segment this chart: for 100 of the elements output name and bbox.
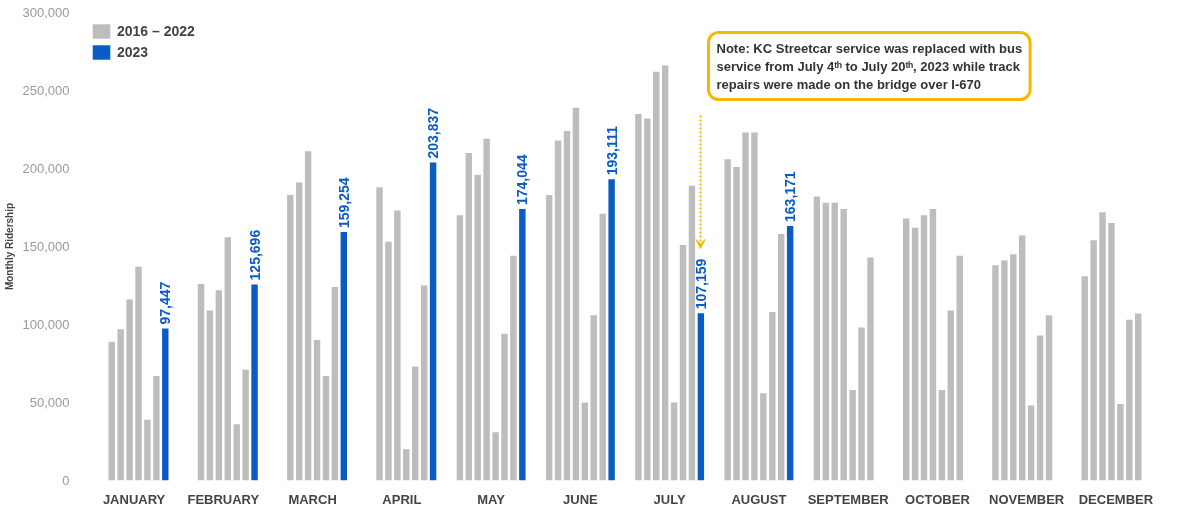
bar <box>108 341 115 481</box>
bar <box>1081 276 1088 481</box>
bar <box>858 327 865 481</box>
bar <box>233 424 240 481</box>
bar <box>608 179 615 481</box>
x-tick-label: AUGUST <box>731 491 787 507</box>
bar <box>545 195 553 481</box>
bar <box>251 284 258 481</box>
bar <box>554 140 562 481</box>
bar <box>1090 240 1097 481</box>
bar <box>992 265 999 481</box>
bar <box>465 152 472 481</box>
bar <box>813 196 821 481</box>
bar <box>911 227 919 481</box>
bar <box>385 241 392 481</box>
y-tick-label: 0 <box>62 473 70 488</box>
x-tick-label: FEBRUARY <box>187 491 260 507</box>
legend-label: 2016 – 2022 <box>117 23 195 39</box>
data-label: 174,044 <box>514 154 531 205</box>
bar <box>420 285 428 481</box>
x-tick-label: APRIL <box>382 491 422 507</box>
bar <box>340 232 348 481</box>
y-tick-label: 250,000 <box>22 83 70 98</box>
bar <box>295 182 303 481</box>
bar <box>197 283 205 481</box>
bar <box>786 225 794 481</box>
bar <box>929 209 937 481</box>
x-tick-label: SEPTEMBER <box>807 491 890 507</box>
bar <box>376 187 383 481</box>
legend-label: 2023 <box>117 44 149 60</box>
bar <box>331 287 339 481</box>
bar <box>117 329 124 481</box>
x-tick-label: JULY <box>653 491 686 507</box>
bar <box>688 185 696 481</box>
bar <box>162 328 169 481</box>
bar <box>1019 235 1026 481</box>
bar <box>849 390 856 481</box>
data-label: 163,171 <box>782 171 799 222</box>
bar <box>1036 335 1044 481</box>
data-label: 159,254 <box>335 177 352 229</box>
bar <box>492 432 499 481</box>
bar <box>456 215 464 481</box>
bar <box>661 65 669 481</box>
bar <box>867 257 874 481</box>
bar <box>501 333 508 481</box>
bar <box>769 312 776 481</box>
bar <box>394 210 401 481</box>
y-tick-label: 100,000 <box>22 317 70 332</box>
bar <box>733 166 740 481</box>
bar <box>412 366 419 481</box>
bar <box>581 402 589 481</box>
bar <box>1126 319 1133 481</box>
annotation: Note: KC Streetcar service was replaced with bus service from July 4ᵗʰ to July 20ᵗʰ, 2023 while track repairs were made on the bridge over I-670 <box>716 40 1023 92</box>
bar <box>483 138 490 481</box>
bar <box>215 290 223 481</box>
bar <box>635 113 642 481</box>
bar <box>742 132 749 481</box>
bar <box>760 393 767 481</box>
bar <box>751 132 758 481</box>
bar <box>947 310 955 481</box>
bar <box>224 237 231 481</box>
y-tick-label: 150,000 <box>22 239 70 254</box>
bar <box>242 369 249 481</box>
x-tick-label: NOVEMBER <box>989 491 1065 507</box>
bar <box>1027 405 1035 481</box>
bar <box>1135 313 1142 481</box>
bar <box>724 159 731 481</box>
y-tick-label: 300,000 <box>22 5 70 20</box>
bar <box>644 118 651 481</box>
bar <box>474 174 481 481</box>
bar <box>938 390 946 481</box>
bar <box>822 202 830 481</box>
data-label: 203,837 <box>425 107 442 159</box>
bar <box>679 244 687 481</box>
bar <box>831 202 838 481</box>
bar <box>563 131 571 481</box>
x-tick-label: OCTOBER <box>905 491 971 507</box>
bar <box>126 299 133 481</box>
bar <box>519 208 526 481</box>
bar <box>1045 315 1053 481</box>
x-tick-label: JUNE <box>563 491 599 507</box>
bar <box>670 402 678 481</box>
data-label: 107,159 <box>692 258 709 310</box>
bar <box>956 255 963 481</box>
data-label: 193,111 <box>603 125 620 176</box>
bar <box>313 340 321 481</box>
x-tick-label: JANUARY <box>102 491 166 507</box>
bar <box>590 315 597 481</box>
bar <box>135 266 142 481</box>
y-axis-title: Monthly Ridership <box>3 202 15 291</box>
bar <box>1117 404 1124 481</box>
bar <box>572 107 580 481</box>
bar <box>322 375 330 481</box>
bar <box>902 218 910 481</box>
x-tick-label: DECEMBER <box>1078 491 1154 507</box>
bar <box>304 151 312 481</box>
bar <box>1099 212 1106 481</box>
data-label: 125,696 <box>246 229 263 281</box>
bar <box>510 255 517 481</box>
bar <box>1108 223 1115 481</box>
